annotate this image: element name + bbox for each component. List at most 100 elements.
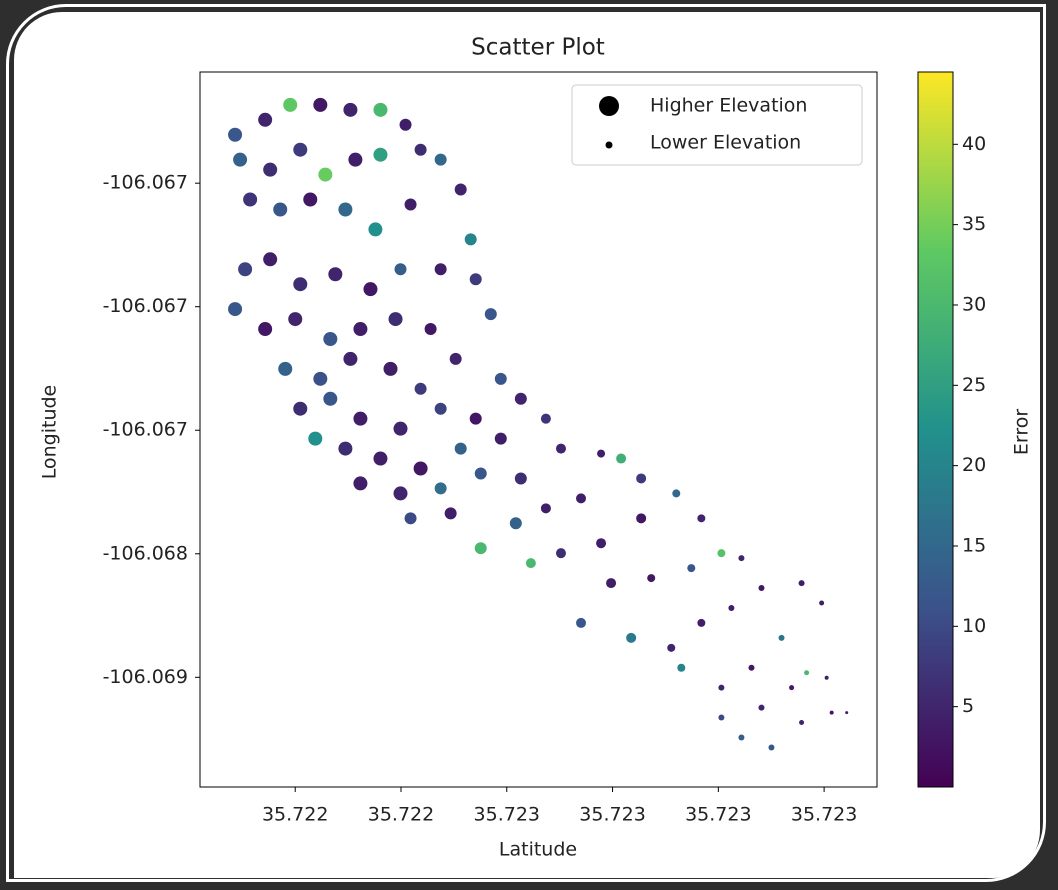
colorbar-tick-label: 30 xyxy=(962,293,986,315)
colorbar-label: Error xyxy=(1011,409,1033,456)
point xyxy=(373,102,388,117)
point xyxy=(323,332,338,347)
point xyxy=(293,142,308,157)
frame xyxy=(6,4,1046,882)
colorbar xyxy=(917,71,954,788)
point xyxy=(626,632,637,643)
point xyxy=(313,371,328,386)
point xyxy=(697,618,706,627)
point xyxy=(328,267,343,282)
point xyxy=(353,411,368,426)
point xyxy=(474,542,487,555)
point xyxy=(748,664,755,671)
point xyxy=(647,574,656,583)
point xyxy=(798,580,805,587)
point xyxy=(677,663,686,672)
point xyxy=(313,97,328,112)
colorbar-tick-label: 35 xyxy=(962,213,986,235)
point xyxy=(414,382,427,395)
point xyxy=(540,413,551,424)
x-tick-label: 35.723 xyxy=(474,804,540,826)
y-tick-label: -106.067 xyxy=(103,419,188,441)
point xyxy=(303,192,318,207)
point xyxy=(308,431,323,446)
point xyxy=(393,486,408,501)
point xyxy=(343,102,358,117)
point xyxy=(596,538,607,549)
x-tick-label: 35.723 xyxy=(579,804,645,826)
y-tick-label: -106.069 xyxy=(103,666,188,688)
point xyxy=(555,548,566,559)
point xyxy=(263,162,278,177)
point xyxy=(616,453,627,464)
point xyxy=(718,714,725,721)
point xyxy=(399,118,412,131)
colorbar-tick-label: 25 xyxy=(962,374,986,396)
point xyxy=(469,273,482,286)
point xyxy=(717,549,726,558)
point xyxy=(606,578,617,589)
point xyxy=(738,734,745,741)
point xyxy=(799,720,805,726)
plot-area xyxy=(200,72,877,787)
point xyxy=(318,167,333,182)
axes-frame xyxy=(199,71,878,788)
point xyxy=(348,152,363,167)
point xyxy=(804,670,810,676)
point xyxy=(283,97,298,112)
point xyxy=(263,252,278,267)
x-tick-label: 35.723 xyxy=(685,804,751,826)
y-tick-label: -106.067 xyxy=(103,172,188,194)
point xyxy=(728,604,735,611)
point xyxy=(778,634,785,641)
point xyxy=(383,361,398,376)
point xyxy=(824,675,829,680)
point xyxy=(525,558,536,569)
point xyxy=(454,183,467,196)
point xyxy=(758,585,765,592)
point xyxy=(576,493,587,504)
point xyxy=(278,361,293,376)
colorbar-tick-label: 10 xyxy=(962,615,986,637)
point xyxy=(373,147,388,162)
colorbar-tick-label: 5 xyxy=(962,695,974,717)
point xyxy=(368,222,383,237)
point xyxy=(233,152,248,167)
point xyxy=(238,262,253,277)
point xyxy=(829,710,834,715)
colorbar-tick-label: 20 xyxy=(962,454,986,476)
legend-marker xyxy=(605,141,613,149)
point xyxy=(434,402,447,415)
colorbar-tick-label: 15 xyxy=(962,534,986,556)
point xyxy=(338,202,353,217)
point xyxy=(444,507,457,520)
point xyxy=(434,482,447,495)
point xyxy=(228,302,243,317)
x-tick-label: 35.723 xyxy=(791,804,857,826)
point xyxy=(243,192,258,207)
point xyxy=(758,704,765,711)
point xyxy=(434,153,447,166)
point xyxy=(555,443,566,454)
point xyxy=(509,517,522,530)
point xyxy=(636,513,647,524)
point xyxy=(474,467,487,480)
point xyxy=(353,322,368,337)
legend-label: Higher Elevation xyxy=(650,95,807,117)
point xyxy=(413,461,428,476)
point xyxy=(353,476,368,491)
point xyxy=(494,432,507,445)
colorbar-tick-label: 40 xyxy=(962,133,986,155)
point xyxy=(343,351,358,366)
point xyxy=(404,512,417,525)
point xyxy=(514,472,527,485)
point xyxy=(469,412,482,425)
y-axis-label: Longitude xyxy=(39,385,61,480)
point xyxy=(288,312,303,327)
point xyxy=(494,372,507,385)
point xyxy=(768,744,775,751)
point xyxy=(454,442,467,455)
y-tick-label: -106.068 xyxy=(103,542,188,564)
point xyxy=(404,198,417,211)
